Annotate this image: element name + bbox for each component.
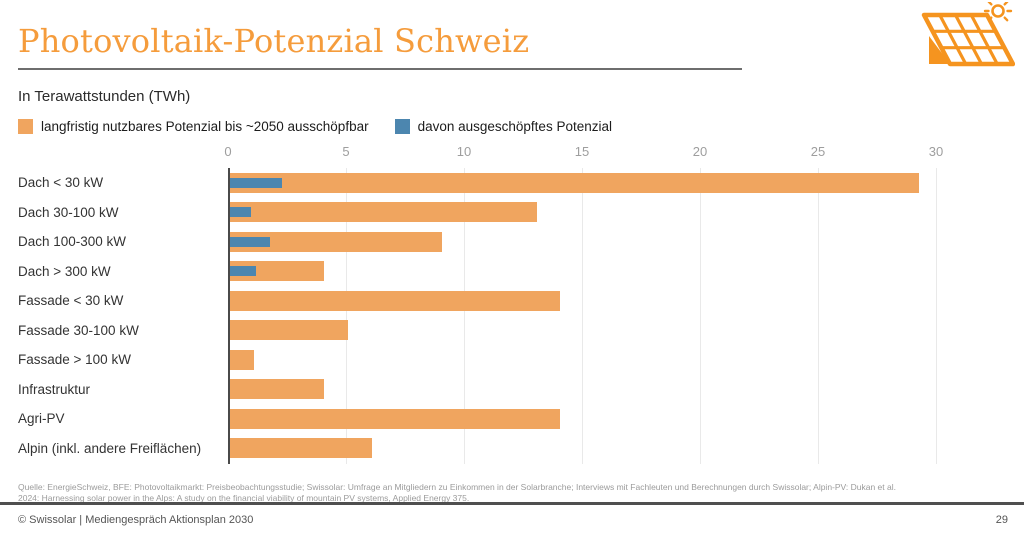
bar-row: Dach > 300 kW xyxy=(18,257,1006,287)
x-tick-label: 10 xyxy=(456,144,472,159)
bar-track xyxy=(228,345,1006,375)
bar-row: Dach < 30 kW xyxy=(18,168,1006,198)
chart-legend: langfristig nutzbares Potenzial bis ~205… xyxy=(18,119,612,134)
source-line-1: Quelle: EnergieSchweiz, BFE: Photovoltai… xyxy=(18,482,896,492)
gridline xyxy=(818,168,819,464)
legend-label: davon ausgeschöpftes Potenzial xyxy=(417,119,612,134)
gridline xyxy=(582,168,583,464)
bar-track xyxy=(228,286,1006,316)
category-label: Alpin (inkl. andere Freiflächen) xyxy=(18,440,202,456)
legend-swatch-blue xyxy=(394,119,410,134)
potenzial-bar xyxy=(230,231,443,252)
chart-rows: Dach < 30 kW Dach 30-100 kW Dach 100-300 k… xyxy=(18,168,1006,463)
title-divider xyxy=(18,68,742,70)
x-tick-label: 15 xyxy=(574,144,590,159)
bar-track xyxy=(228,198,1006,228)
bar-row: Dach 30-100 kW xyxy=(18,198,1006,228)
chart-grid xyxy=(228,168,1006,464)
ausgeschoepft-bar xyxy=(230,236,271,247)
potenzial-bar xyxy=(230,438,372,459)
category-label: Agri-PV xyxy=(18,411,65,427)
bar-row: Agri-PV xyxy=(18,404,1006,434)
footer-text: © Swissolar | Mediengespräch Aktionsplan… xyxy=(18,514,254,526)
category-label: Infrastruktur xyxy=(18,381,91,397)
category-label: Dach < 30 kW xyxy=(18,175,104,191)
category-label: Dach > 300 kW xyxy=(18,263,111,279)
bar-row: Alpin (inkl. andere Freiflächen) xyxy=(18,434,1006,464)
category-label: Dach 100-300 kW xyxy=(18,234,127,250)
bar-row: Infrastruktur xyxy=(18,375,1006,405)
bar-track xyxy=(228,375,1006,405)
bar-track xyxy=(228,257,1006,287)
ausgeschoepft-bar xyxy=(230,177,282,188)
bar-row: Dach 100-300 kW xyxy=(18,227,1006,257)
x-tick-label: 25 xyxy=(810,144,826,159)
bar-row: Fassade 30-100 kW xyxy=(18,316,1006,346)
category-label: Fassade 30-100 kW xyxy=(18,322,139,338)
gridline xyxy=(464,168,465,464)
legend-item-potenzial: langfristig nutzbares Potenzial bis ~205… xyxy=(18,119,369,134)
bar-track xyxy=(228,404,1006,434)
legend-label: langfristig nutzbares Potenzial bis ~205… xyxy=(41,119,369,134)
x-tick-label: 5 xyxy=(342,144,350,159)
category-label: Fassade < 30 kW xyxy=(18,293,124,309)
potenzial-bar xyxy=(230,202,537,223)
x-tick-label: 30 xyxy=(928,144,944,159)
potenzial-bar xyxy=(230,379,325,400)
axis-zero-line xyxy=(228,168,230,464)
chart-subtitle: In Terawattstunden (TWh) xyxy=(18,88,191,105)
gridline xyxy=(936,168,937,464)
page-number: 29 xyxy=(995,514,1008,526)
category-label: Fassade > 100 kW xyxy=(18,352,131,368)
potenzial-bar xyxy=(230,408,561,429)
bar-track xyxy=(228,168,1006,198)
source-line-2: 2024: Harnessing solar power in the Alps… xyxy=(18,492,470,503)
page-title: Photovoltaik-Potenzial Schweiz xyxy=(18,22,530,60)
potenzial-bar xyxy=(230,172,920,193)
x-tick-label: 0 xyxy=(224,144,232,159)
x-tick-label: 20 xyxy=(692,144,708,159)
gridline xyxy=(346,168,347,464)
bar-track xyxy=(228,227,1006,257)
solar-panel-icon xyxy=(921,2,1015,67)
source-note: Quelle: EnergieSchweiz, BFE: Photovoltai… xyxy=(18,482,896,503)
x-axis: 0 5 10 15 20 25 30 xyxy=(224,142,1006,168)
gridline xyxy=(700,168,701,464)
bar-row: Fassade < 30 kW xyxy=(18,286,1006,316)
ausgeschoepft-bar xyxy=(230,266,256,277)
legend-swatch-orange xyxy=(18,119,33,134)
bar-track xyxy=(228,434,1006,464)
footer-divider xyxy=(0,502,1024,505)
potenzial-bar xyxy=(230,320,348,341)
potenzial-bar xyxy=(230,349,254,370)
legend-item-ausgeschoepft: davon ausgeschöpftes Potenzial xyxy=(394,119,612,134)
potenzial-bar xyxy=(230,290,561,311)
bar-row: Fassade > 100 kW xyxy=(18,345,1006,375)
bar-track xyxy=(228,316,1006,346)
bar-chart: 0 5 10 15 20 25 30 Dach < 30 kW Dach 30-100 kW D… xyxy=(18,142,1006,466)
category-label: Dach 30-100 kW xyxy=(18,204,119,220)
ausgeschoepft-bar xyxy=(230,207,252,218)
